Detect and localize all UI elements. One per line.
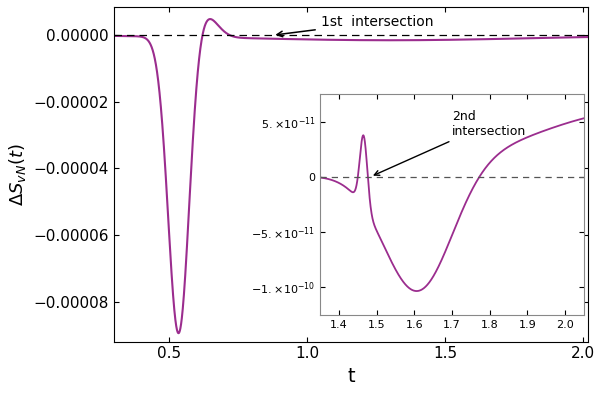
Y-axis label: $\Delta S_{vN}(t)$: $\Delta S_{vN}(t)$ [7,143,28,206]
Text: 1st  intersection: 1st intersection [277,15,433,37]
X-axis label: t: t [347,367,355,386]
